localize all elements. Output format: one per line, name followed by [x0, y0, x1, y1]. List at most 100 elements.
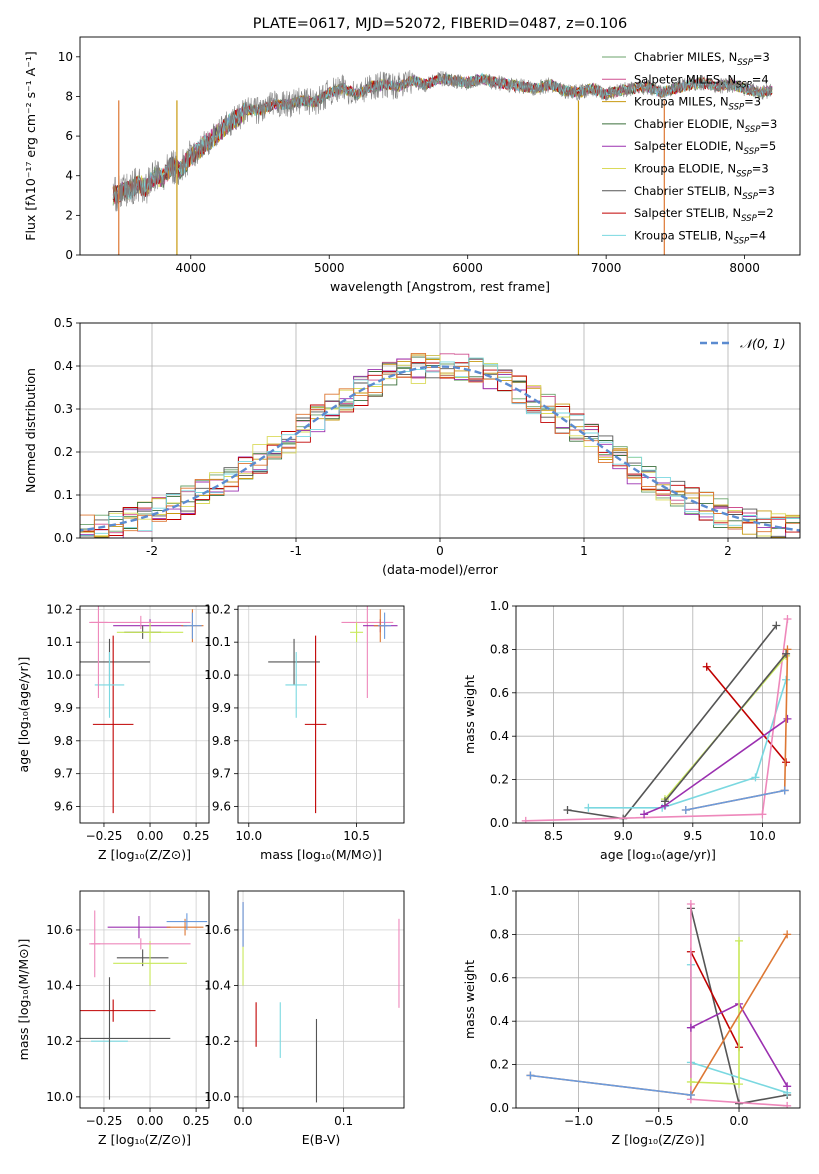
x-axis-label: (data-model)/error [382, 562, 499, 577]
x-tick-label: 0.0 [233, 1114, 252, 1128]
y-tick-label: 10.0 [204, 668, 231, 682]
weight-vs-age-plot-area [521, 615, 792, 823]
weight-vs-Z-axes: −1.0 −0.5 0.0 0.0 0.2 0.4 0.6 0.8 1.0 Z [log₁₀(Z/… [462, 884, 801, 1147]
y-tick-label: 10.0 [46, 1090, 73, 1104]
axes-frame [237, 890, 405, 1109]
y-tick-label: 0.8 [490, 927, 509, 941]
legend-label: Chabrier ELODIE, NSSP=3 [634, 117, 777, 135]
residual-histogram [80, 361, 800, 538]
error-bar-point [350, 622, 364, 643]
residuals-plot-area [80, 352, 800, 538]
weight-marker [660, 797, 669, 806]
weight-marker [783, 1101, 792, 1108]
error-bar-point [92, 635, 134, 814]
weight-marker [772, 621, 781, 630]
x-tick-label: 10.0 [749, 829, 776, 843]
mass-vs-Z-plot-area [80, 891, 209, 1108]
weight-vs-age-axes: 8.5 9.0 9.5 10.0 0.0 0.2 0.4 0.6 0.8 1.0 age [log₁… [462, 599, 801, 862]
x-axis-label: E(B-V) [302, 1132, 341, 1147]
weight-vs-Z-plot-area [526, 900, 792, 1108]
legend-label: Salpeter ELODIE, NSSP=5 [634, 139, 776, 157]
weight-marker [783, 1082, 792, 1091]
y-tick-label: 9.8 [212, 734, 231, 748]
age-vs-Z-plot-area [80, 606, 209, 823]
weight-series-line [706, 666, 787, 763]
age-vs-mass-plot-area [238, 606, 404, 823]
y-tick-label: 9.6 [54, 800, 73, 814]
x-tick-label: 0.1 [334, 1114, 353, 1128]
x-axis-label: Z [log₁₀(Z/Z⊙)] [98, 1132, 191, 1147]
weight-marker [783, 714, 792, 723]
error-bar-point [166, 913, 208, 930]
x-axis-label: Z [log₁₀(Z/Z⊙)] [98, 847, 191, 862]
axes-frame [79, 36, 801, 256]
x-tick-label: 1 [580, 544, 588, 558]
y-tick-label: 9.9 [54, 701, 73, 715]
spectrum-axes: 4000 5000 6000 7000 8000 0 2 4 6 8 10 wavelength [A… [23, 16, 801, 294]
y-tick-label: 0.2 [54, 445, 73, 459]
y-tick-label: 0.0 [54, 531, 73, 545]
y-tick-label: 10 [58, 50, 73, 64]
x-tick-label: 8000 [729, 261, 760, 275]
x-tick-label: 2 [724, 544, 732, 558]
y-tick-label: 0.3 [54, 402, 73, 416]
y-tick-label: 4 [65, 169, 73, 183]
y-tick-label: 9.6 [212, 800, 231, 814]
y-tick-label: 10.6 [204, 923, 231, 937]
weight-marker [521, 816, 530, 823]
y-tick-label: 10.1 [46, 635, 73, 649]
x-tick-label: 0.00 [137, 829, 164, 843]
weight-marker [686, 1090, 695, 1099]
y-axis-label: mass [log₁₀(M/M⊙)] [16, 939, 31, 1061]
y-tick-label: 0.6 [490, 971, 509, 985]
weight-marker [702, 662, 711, 671]
error-bar-point [94, 652, 125, 718]
error-bar-point [116, 622, 184, 643]
weight-marker [735, 936, 744, 945]
x-tick-label: −0.25 [86, 829, 123, 843]
weight-marker [783, 615, 792, 624]
legend-label: 𝒩(0, 1) [740, 336, 786, 351]
error-bar-point [268, 638, 320, 685]
y-tick-label: 0.0 [490, 1101, 509, 1115]
weight-marker [686, 1023, 695, 1032]
x-tick-label: −0.25 [86, 1114, 123, 1128]
y-tick-label: 10.2 [46, 602, 73, 616]
x-tick-label: 10.0 [235, 829, 262, 843]
weight-marker [783, 645, 792, 654]
ebv-axes: 0.0 0.1 10.0 10.2 10.4 10.6 E(B-V) [204, 890, 405, 1147]
y-tick-label: 2 [65, 208, 73, 222]
weight-marker [584, 803, 593, 812]
y-tick-label: 1.0 [490, 599, 509, 613]
y-tick-label: 10.2 [204, 1034, 231, 1048]
y-tick-label: 0.4 [54, 359, 73, 373]
x-tick-label: 8.5 [544, 829, 563, 843]
weight-series-line [690, 951, 740, 1048]
error-bar-point [183, 612, 202, 639]
y-tick-label: 9.7 [54, 767, 73, 781]
y-tick-label: 9.7 [212, 767, 231, 781]
y-tick-label: 8 [65, 89, 73, 103]
y-tick-label: 10.1 [204, 635, 231, 649]
y-tick-label: 10.2 [46, 1034, 73, 1048]
weight-marker [526, 1071, 535, 1080]
weight-series-line [588, 679, 787, 809]
x-tick-label: 9.0 [614, 829, 633, 843]
weight-marker [758, 810, 767, 819]
legend: 𝒩(0, 1) [700, 336, 786, 351]
error-bar-point [80, 999, 156, 1022]
y-tick-label: 0.4 [490, 1014, 509, 1028]
y-tick-label: 1.0 [490, 884, 509, 898]
y-tick-label: 0.6 [490, 686, 509, 700]
weight-marker [735, 1080, 744, 1089]
x-tick-label: 5000 [314, 261, 345, 275]
weight-marker [783, 930, 792, 939]
y-axis-label: mass weight [462, 675, 477, 754]
legend-label: Kroupa STELIB, NSSP=4 [634, 228, 766, 246]
weight-marker [782, 649, 791, 658]
y-tick-label: 0.0 [490, 816, 509, 830]
x-tick-label: 0.25 [183, 1114, 210, 1128]
y-tick-label: 10.0 [204, 1090, 231, 1104]
x-axis-label: Z [log₁₀(Z/Z⊙)] [612, 1132, 705, 1147]
